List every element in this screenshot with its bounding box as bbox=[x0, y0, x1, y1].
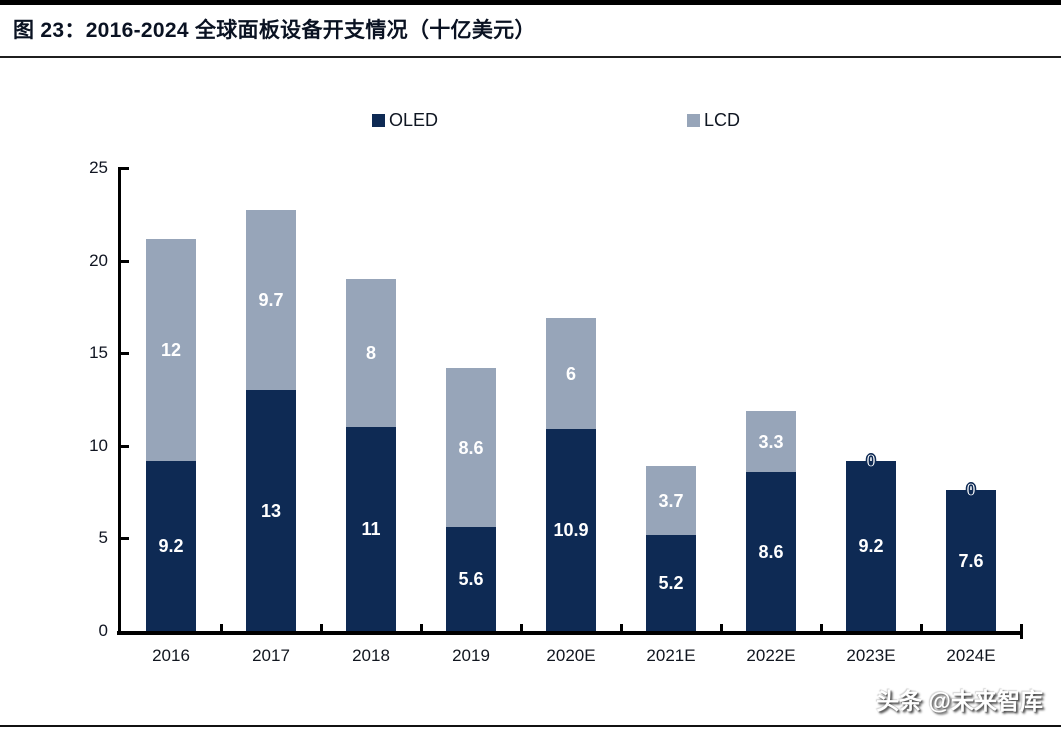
bar-value-label-oled: 5.2 bbox=[658, 573, 684, 593]
x-category-label: 2020E bbox=[546, 646, 596, 665]
bottom-border-rule bbox=[0, 725, 1061, 727]
bar-value-label-lcd: 3.7 bbox=[658, 490, 684, 511]
x-tick bbox=[1020, 624, 1023, 639]
y-tick-label: 25 bbox=[89, 158, 108, 177]
bar-segment-oled bbox=[746, 472, 796, 631]
legend-swatch-icon bbox=[687, 113, 700, 127]
bar-value-label-lcd: 0 bbox=[865, 450, 876, 471]
bar-value-label-oled: 10.9 bbox=[553, 520, 589, 540]
x-category-label: 2017 bbox=[252, 646, 290, 665]
bar-segment-lcd bbox=[546, 318, 596, 429]
y-tick bbox=[121, 352, 129, 356]
bar-segment-lcd bbox=[446, 368, 496, 527]
bar-segment-oled bbox=[346, 427, 396, 631]
bar-value-label-lcd: 6 bbox=[565, 363, 576, 384]
x-tick bbox=[220, 624, 223, 631]
watermark: 头条 @未来智库 bbox=[876, 688, 1043, 714]
x-category-label: 2021E bbox=[646, 646, 696, 665]
bar-segment-oled bbox=[546, 429, 596, 631]
y-tick bbox=[121, 537, 129, 541]
legend-label: LCD bbox=[704, 109, 741, 130]
legend-item-oled: OLED bbox=[372, 110, 438, 130]
x-category-label: 2018 bbox=[352, 646, 390, 665]
bar-value-label-lcd: 8.6 bbox=[458, 437, 484, 458]
bar-value-label-oled: 5.6 bbox=[458, 569, 484, 589]
bar-segment-oled bbox=[646, 535, 696, 631]
bar-value-label-oled: 7.6 bbox=[958, 550, 984, 571]
legend-swatch-icon bbox=[372, 113, 385, 127]
bar-value-label-lcd: 8 bbox=[365, 343, 376, 363]
bar-segment-oled bbox=[946, 490, 996, 631]
x-category-label: 2016 bbox=[152, 646, 190, 665]
x-axis-line bbox=[117, 631, 1023, 635]
bar-segment-lcd bbox=[746, 411, 796, 472]
bar-value-label-oled: 8.6 bbox=[758, 541, 784, 562]
legend-item-lcd: LCD bbox=[687, 110, 740, 130]
bar-value-label-lcd: 12 bbox=[160, 340, 182, 360]
x-category-label: 2023E bbox=[846, 646, 896, 665]
figure-title: 图 23：2016-2024 全球面板设备开支情况（十亿美元） bbox=[13, 19, 536, 42]
bar-segment-oled bbox=[446, 527, 496, 631]
bar-segment-oled bbox=[846, 461, 896, 631]
bar-value-label-oled: 11 bbox=[361, 519, 381, 539]
y-tick-label: 5 bbox=[98, 528, 108, 548]
x-tick bbox=[820, 624, 823, 631]
top-border-rule bbox=[0, 0, 1061, 5]
legend-label: OLED bbox=[389, 109, 439, 130]
bar-segment-lcd bbox=[346, 279, 396, 427]
x-tick bbox=[620, 624, 623, 631]
y-tick bbox=[121, 444, 129, 448]
x-category-label: 2024E bbox=[946, 646, 996, 665]
y-axis-line bbox=[118, 167, 121, 635]
bar-value-label-lcd: 9.7 bbox=[258, 290, 284, 310]
bar-segment-lcd bbox=[146, 239, 196, 461]
bar-segment-oled bbox=[146, 461, 196, 631]
y-tick-label: 20 bbox=[89, 250, 108, 270]
bar-segment-oled bbox=[246, 390, 296, 631]
y-tick-label: 0 bbox=[98, 621, 108, 640]
bar-value-label-lcd: 0 bbox=[965, 479, 976, 500]
y-tick bbox=[121, 167, 129, 170]
x-tick bbox=[720, 624, 723, 631]
y-tick-label: 10 bbox=[89, 435, 108, 455]
bar-segment-lcd bbox=[246, 210, 296, 390]
bar-value-label-lcd: 3.3 bbox=[758, 431, 784, 452]
y-tick bbox=[121, 259, 129, 263]
x-category-label: 2019 bbox=[452, 646, 490, 665]
y-tick-label: 15 bbox=[89, 343, 108, 363]
x-tick bbox=[920, 624, 923, 631]
x-category-label: 2022E bbox=[746, 646, 796, 665]
x-tick bbox=[320, 624, 323, 631]
x-tick bbox=[520, 624, 523, 631]
bar-segment-lcd bbox=[646, 466, 696, 535]
bar-value-label-oled: 9.2 bbox=[158, 536, 184, 556]
bar-value-label-oled: 13 bbox=[260, 500, 282, 521]
bar-value-label-oled: 9.2 bbox=[858, 536, 884, 556]
x-tick bbox=[420, 624, 423, 631]
title-divider-rule bbox=[0, 56, 1061, 58]
